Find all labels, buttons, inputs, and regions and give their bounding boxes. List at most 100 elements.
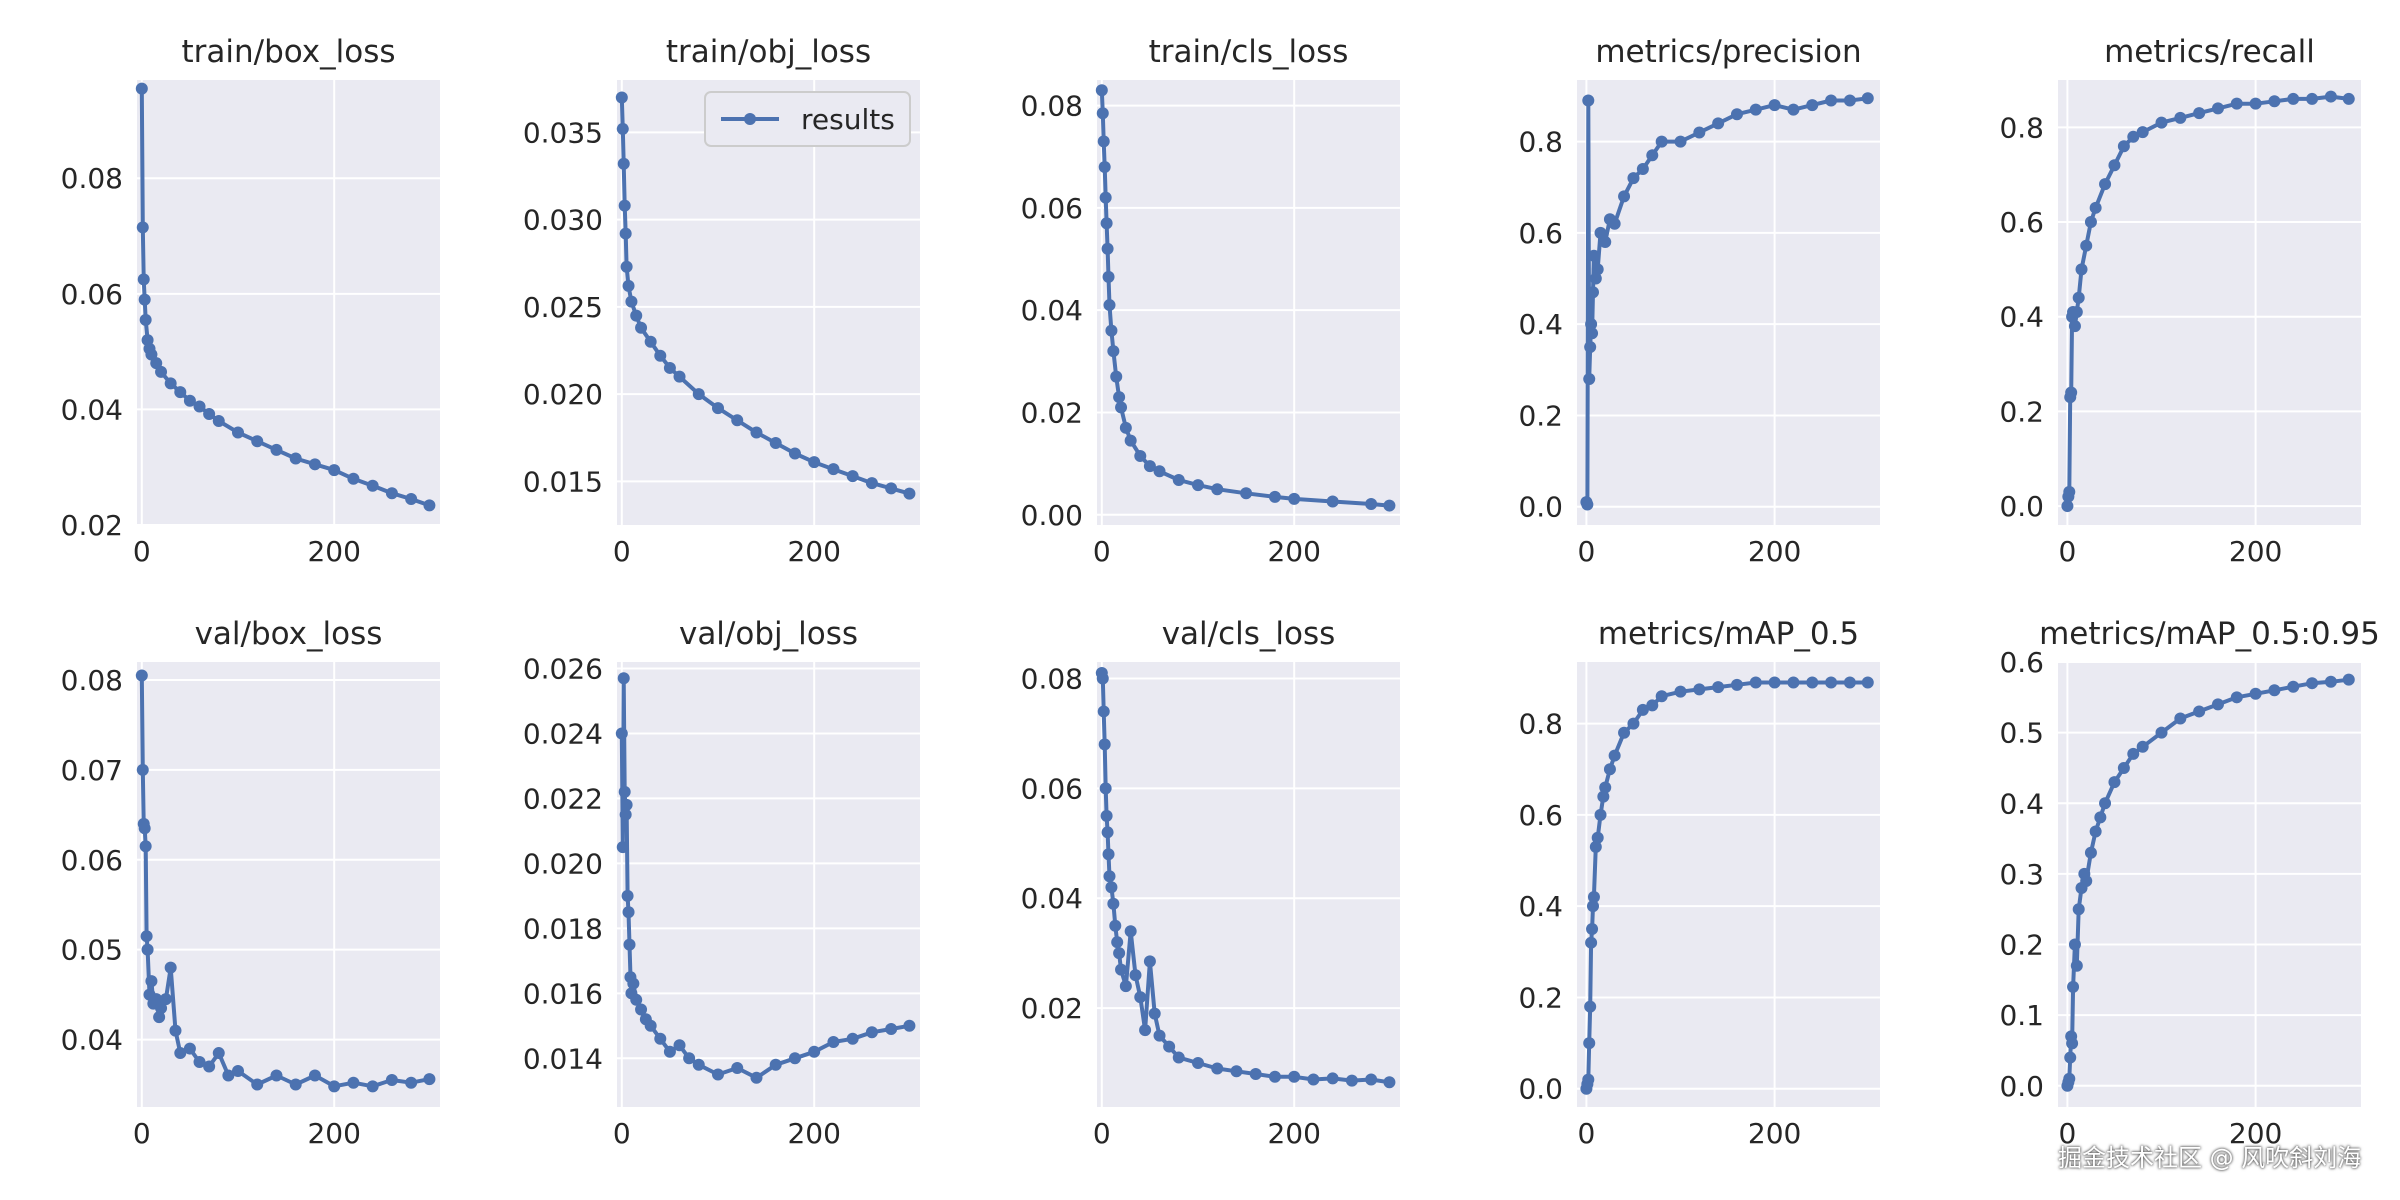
data-point xyxy=(1111,936,1124,949)
data-point xyxy=(2080,874,2093,887)
data-point xyxy=(2089,201,2102,214)
panel-metrics-map-0-5: 0 200 0.0 0.2 0.4 0.6 0.8 metrics/mAP_0.5 xyxy=(1518,616,1880,1150)
y-tick-label: 0.020 xyxy=(523,378,603,411)
data-point xyxy=(1101,826,1114,839)
data-point xyxy=(164,377,177,390)
data-point xyxy=(2072,291,2085,304)
y-tick-label: 0.0 xyxy=(1999,1070,2044,1103)
data-point xyxy=(139,840,152,853)
data-point xyxy=(1103,870,1116,883)
data-point xyxy=(1163,1040,1176,1053)
axes-background xyxy=(2058,80,2361,525)
x-tick-label: 0 xyxy=(1577,1117,1595,1150)
data-point xyxy=(1730,678,1743,691)
data-point xyxy=(2070,959,2083,972)
data-point xyxy=(1586,327,1599,340)
data-point xyxy=(174,1047,187,1060)
data-point xyxy=(2084,846,2097,859)
data-point xyxy=(1655,135,1668,148)
data-point xyxy=(846,1032,859,1045)
data-point xyxy=(2068,938,2081,951)
data-point xyxy=(1192,1057,1204,1070)
data-point xyxy=(623,938,636,951)
data-point xyxy=(2155,116,2168,129)
data-point xyxy=(663,1045,676,1058)
data-point xyxy=(136,763,149,776)
data-point xyxy=(627,977,640,990)
data-point xyxy=(1100,809,1113,822)
data-point xyxy=(1586,900,1599,913)
data-point xyxy=(222,1069,235,1082)
data-point xyxy=(1603,763,1616,776)
data-point xyxy=(1268,490,1281,503)
data-point xyxy=(289,452,302,465)
data-point xyxy=(1806,99,1819,112)
data-point xyxy=(2268,95,2281,108)
data-point xyxy=(1749,676,1762,689)
data-point xyxy=(1693,126,1706,139)
data-point xyxy=(619,808,632,821)
x-tick-label: 0 xyxy=(133,535,151,568)
data-point xyxy=(203,408,216,421)
data-point xyxy=(1586,923,1599,935)
data-point xyxy=(1097,135,1110,148)
data-point xyxy=(1712,681,1725,694)
data-point xyxy=(1618,726,1631,739)
data-point xyxy=(615,727,628,740)
data-point xyxy=(616,122,629,135)
data-point xyxy=(1119,421,1132,434)
data-point xyxy=(885,482,898,495)
panel-val-box-loss: 0 200 0.04 0.05 0.06 0.07 0.08 val/box_loss xyxy=(61,616,440,1150)
data-point xyxy=(1326,495,1339,508)
y-tick-label: 0.022 xyxy=(523,782,603,815)
data-point xyxy=(1211,483,1224,496)
data-point xyxy=(164,961,177,974)
data-point xyxy=(712,402,724,415)
data-point xyxy=(1843,676,1856,689)
watermark: 掘金技术社区 @ 风吹斜刘海 xyxy=(2058,1144,2362,1172)
data-point xyxy=(193,400,206,413)
data-point xyxy=(769,1058,782,1071)
data-point xyxy=(615,91,628,104)
data-point xyxy=(2108,159,2121,172)
data-point xyxy=(1115,963,1128,976)
data-point xyxy=(328,464,341,477)
chart-title: val/cls_loss xyxy=(1162,616,1336,652)
data-point xyxy=(2094,811,2107,824)
data-point xyxy=(1365,1073,1378,1086)
y-tick-label: 0.3 xyxy=(1999,858,2044,891)
panel-train-box-loss: 0 200 0.02 0.04 0.06 0.08 train/box_loss xyxy=(61,34,440,568)
data-point xyxy=(617,672,630,685)
data-point xyxy=(750,426,763,439)
data-point xyxy=(145,975,158,988)
y-tick-label: 0.1 xyxy=(1999,999,2044,1032)
data-point xyxy=(1110,370,1123,383)
data-point xyxy=(1109,919,1122,932)
data-point xyxy=(2099,797,2112,810)
data-point xyxy=(808,456,821,469)
data-point xyxy=(1861,676,1874,689)
data-point xyxy=(903,1019,916,1032)
data-point xyxy=(1618,190,1631,203)
data-point xyxy=(405,492,418,505)
data-point xyxy=(2306,92,2319,105)
data-point xyxy=(2064,1051,2077,1064)
data-point xyxy=(1230,1065,1243,1078)
chart-title: metrics/recall xyxy=(2104,34,2315,70)
data-point xyxy=(308,1069,321,1082)
data-point xyxy=(625,295,638,308)
y-tick-label: 0.2 xyxy=(1999,929,2044,962)
data-point xyxy=(617,157,630,170)
data-point xyxy=(2117,761,2130,774)
data-point xyxy=(232,1065,244,1078)
data-point xyxy=(1153,465,1166,478)
x-tick-label: 0 xyxy=(2058,1117,2076,1150)
data-point xyxy=(141,943,154,956)
data-point xyxy=(1584,1000,1597,1013)
axes-background xyxy=(1097,80,1400,525)
data-point xyxy=(1583,372,1596,385)
data-point xyxy=(808,1045,821,1058)
y-tick-label: 0.02 xyxy=(1021,992,1083,1025)
y-tick-label: 0.0 xyxy=(1518,1073,1563,1106)
